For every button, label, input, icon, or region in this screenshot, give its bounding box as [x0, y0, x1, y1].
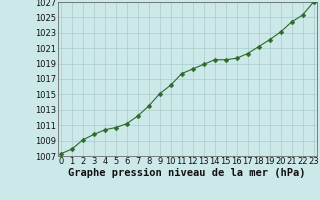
X-axis label: Graphe pression niveau de la mer (hPa): Graphe pression niveau de la mer (hPa): [68, 168, 306, 178]
